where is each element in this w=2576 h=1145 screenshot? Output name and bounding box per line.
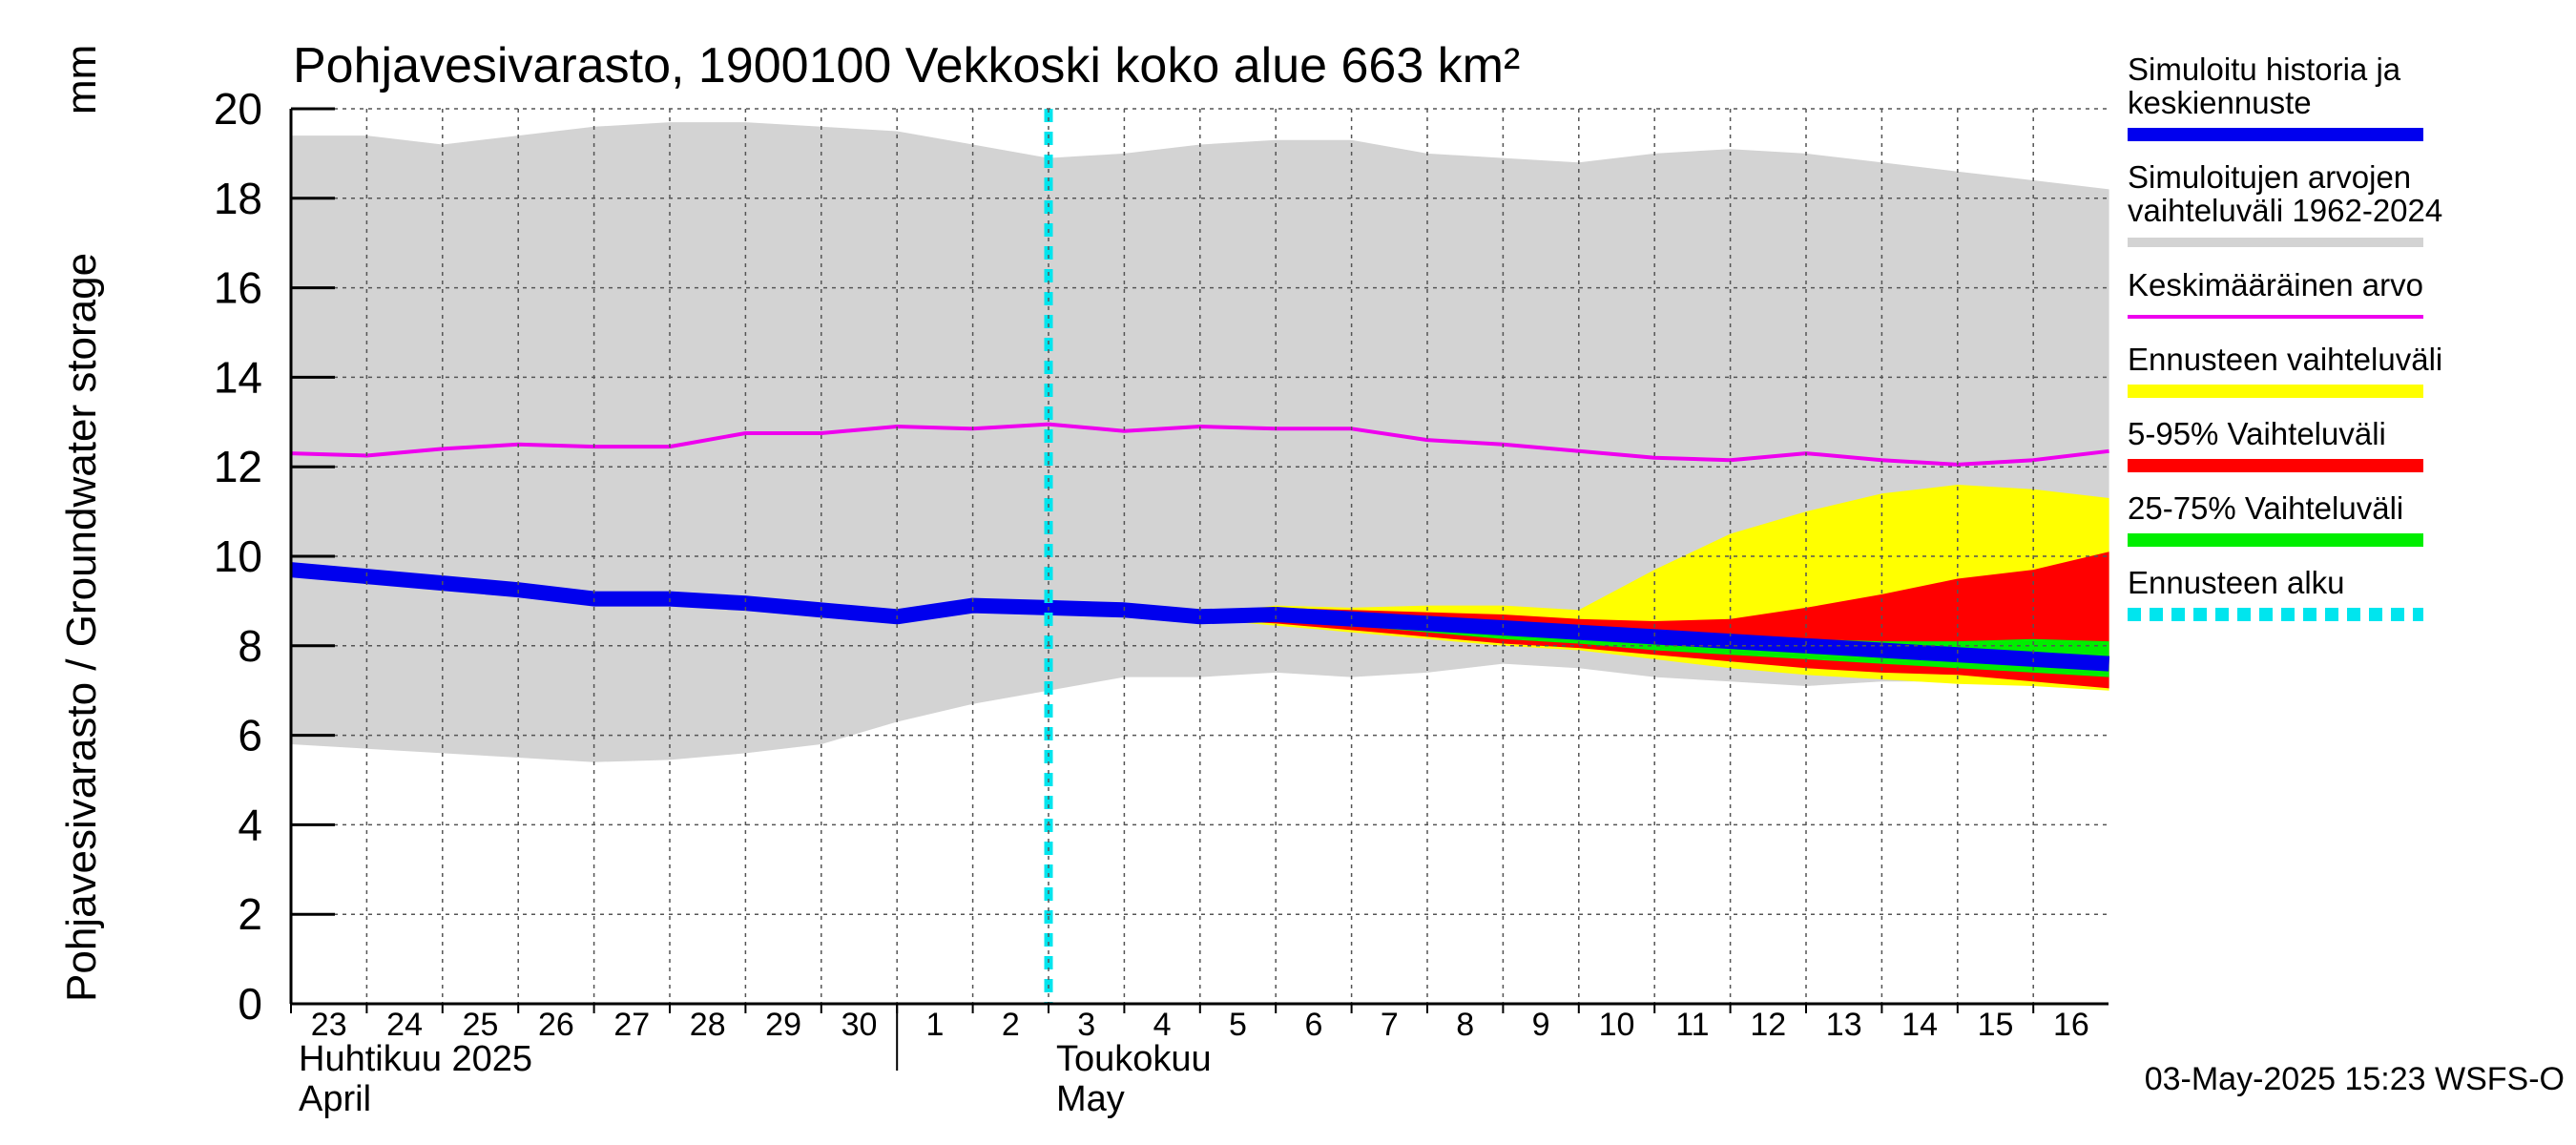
- y-tick-label: 4: [238, 800, 262, 849]
- x-tick-label: 25: [463, 1007, 499, 1043]
- y-tick-label: 14: [214, 352, 262, 402]
- x-axis: 23 24 25 26 27 28 29 30 1 2 3 4 5 6 7 8 9 10 11 12 13 14 15 16: [290, 1004, 2089, 1043]
- month-label-fi: Toukokuu: [1056, 1039, 1212, 1079]
- y-tick-label: 16: [214, 263, 262, 313]
- x-tick-label: 11: [1675, 1007, 1709, 1043]
- x-tick-label: 8: [1456, 1007, 1474, 1043]
- legend-label: Simuloitu historia ja keskiennuste: [2128, 52, 2401, 120]
- bands-layer: [291, 122, 2109, 762]
- x-tick-label: 3: [1077, 1007, 1095, 1043]
- x-tick-label: 13: [1826, 1007, 1862, 1043]
- chart-title: Pohjavesivarasto, 1900100 Vekkoski koko …: [293, 38, 1520, 94]
- legend-label: 5-95% Vaihteluväli: [2128, 416, 2386, 451]
- legend: Simuloitu historia ja keskiennuste Simuloi…: [2128, 52, 2442, 621]
- x-tick-label: 5: [1229, 1007, 1247, 1043]
- y-tick-label: 18: [214, 174, 262, 223]
- y-tick-label: 8: [238, 621, 262, 671]
- grid-layer: [291, 108, 2109, 1004]
- y-tick-label: 0: [238, 979, 262, 1029]
- month-label-en: April: [299, 1079, 371, 1119]
- x-tick-label: 16: [2053, 1007, 2089, 1043]
- y-axis: 0 2 4 6 8 10 12 14 16 18 20: [214, 84, 335, 1029]
- x-tick-label: 9: [1532, 1007, 1550, 1043]
- x-tick-label: 6: [1304, 1007, 1322, 1043]
- x-tick-label: 12: [1750, 1007, 1786, 1043]
- y-axis-unit: mm: [58, 45, 105, 114]
- x-tick-label: 23: [311, 1007, 347, 1043]
- x-tick-label: 7: [1381, 1007, 1399, 1043]
- legend-label: Simuloitujen arvojen vaihteluväli 1962-20…: [2128, 159, 2442, 228]
- legend-label: 25-75% Vaihteluväli: [2128, 490, 2403, 526]
- x-tick-label: 2: [1002, 1007, 1020, 1043]
- x-tick-label: 10: [1599, 1007, 1635, 1043]
- x-tick-label: 29: [765, 1007, 801, 1043]
- x-tick-label: 30: [841, 1007, 878, 1043]
- x-tick-label: 28: [690, 1007, 726, 1043]
- x-tick-label: 27: [613, 1007, 650, 1043]
- legend-label: Ennusteen vaihteluväli: [2128, 342, 2442, 377]
- month-label-en: May: [1056, 1079, 1125, 1119]
- legend-label: Keskimääräinen arvo: [2128, 267, 2423, 302]
- x-tick-label: 1: [925, 1007, 944, 1043]
- x-tick-label: 4: [1153, 1007, 1172, 1043]
- x-tick-label: 14: [1901, 1007, 1938, 1043]
- x-tick-label: 15: [1978, 1007, 2014, 1043]
- legend-label: Ennusteen alku: [2128, 565, 2345, 600]
- y-tick-label: 6: [238, 711, 262, 760]
- timestamp-footer: 03-May-2025 15:23 WSFS-O: [2145, 1061, 2565, 1097]
- y-tick-label: 12: [214, 442, 262, 491]
- y-tick-label: 20: [214, 84, 262, 134]
- month-label-fi: Huhtikuu 2025: [299, 1039, 532, 1079]
- x-tick-label: 26: [538, 1007, 574, 1043]
- y-tick-label: 10: [214, 531, 262, 581]
- y-axis-label: Pohjavesivarasto / Groundwater storage: [58, 253, 105, 1002]
- x-tick-label: 24: [386, 1007, 423, 1043]
- y-tick-label: 2: [238, 889, 262, 939]
